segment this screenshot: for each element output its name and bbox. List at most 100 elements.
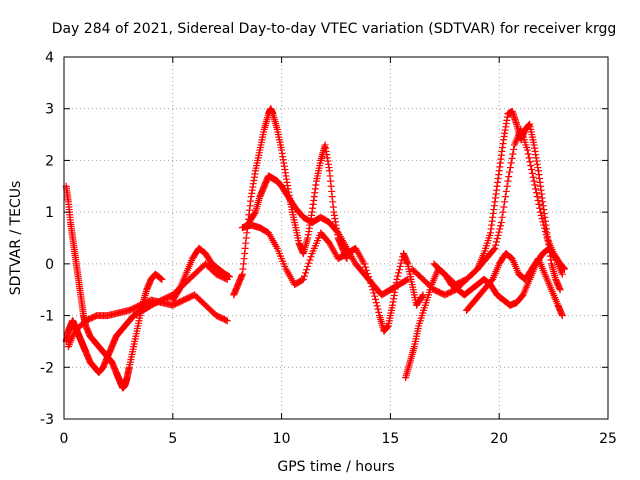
series-track-g [238, 221, 427, 335]
data-point [223, 317, 231, 325]
data-point [558, 270, 566, 278]
data-point [370, 289, 378, 297]
data-point [530, 177, 538, 185]
data-point [497, 222, 505, 230]
data-point [298, 276, 306, 284]
data-point [506, 164, 514, 172]
data-point [556, 286, 564, 294]
data-point [157, 275, 165, 283]
data-point [490, 246, 498, 254]
axis-ticks [63, 56, 609, 420]
data-point [537, 211, 545, 219]
data-point [396, 262, 404, 270]
data-point [496, 225, 504, 233]
data-point [362, 266, 370, 274]
data-point [364, 270, 372, 278]
y-tick-label: 2 [45, 153, 54, 169]
data-point [536, 204, 544, 212]
data-point [508, 154, 516, 162]
data-point [225, 273, 233, 281]
data-point [524, 150, 532, 158]
data-point [222, 316, 230, 324]
data-point [528, 169, 536, 177]
data-point [529, 173, 537, 181]
x-tick-label: 25 [599, 431, 617, 447]
x-axis-label: GPS time / hours [277, 459, 394, 475]
data-point [498, 213, 506, 221]
data-point [525, 154, 533, 162]
data-point [493, 235, 501, 243]
data-point [158, 275, 166, 283]
series-track-k [463, 250, 566, 320]
tick-labels: 0 5 10 15 20 25 -3 -2 -1 0 1 2 3 4 [40, 50, 617, 447]
y-tick-label: 0 [45, 257, 54, 273]
data-point [418, 292, 426, 300]
data-point [505, 173, 513, 181]
data-point [533, 193, 541, 201]
data-point [371, 292, 379, 300]
y-tick-label: -1 [40, 309, 54, 325]
data-point [302, 269, 310, 277]
data-point [560, 265, 568, 273]
data-point [306, 256, 314, 264]
data-point [371, 295, 379, 303]
data-point [534, 197, 542, 205]
data-point [538, 215, 546, 223]
data-point [523, 146, 531, 154]
data-point [500, 203, 508, 211]
y-tick-label: 4 [45, 50, 54, 66]
y-axis-label: SDTVAR / TECUs [8, 181, 24, 296]
series-track-c [64, 291, 231, 351]
data-point [394, 272, 402, 280]
data-point [393, 275, 401, 283]
data-point [299, 275, 307, 283]
data-point [403, 276, 411, 284]
data-point [305, 259, 313, 267]
data-point [532, 185, 540, 193]
data-point [502, 187, 510, 195]
data-point [175, 287, 183, 295]
data-point [374, 305, 382, 313]
data-point [541, 228, 549, 236]
data-point [539, 218, 547, 226]
data-point [509, 150, 517, 158]
x-tick-label: 10 [273, 431, 291, 447]
data-point [492, 238, 500, 246]
chart-title: Day 284 of 2021, Sidereal Day-to-day VTE… [52, 21, 617, 37]
data-point [495, 228, 503, 236]
data-point [251, 209, 259, 217]
data-point [531, 181, 539, 189]
data-point [156, 274, 164, 282]
data-point [365, 273, 373, 281]
data-point [527, 162, 535, 170]
data-point [491, 244, 499, 252]
series-track-b [62, 182, 166, 392]
data-point [492, 241, 500, 249]
data-point [307, 253, 315, 261]
data-point [494, 231, 502, 239]
data-point [303, 266, 311, 274]
data-point [501, 193, 509, 201]
data-point [368, 282, 376, 290]
data-point [506, 168, 514, 176]
data-point [537, 208, 545, 216]
data-point [361, 263, 369, 271]
data-point [535, 200, 543, 208]
data-point [558, 312, 566, 320]
x-tick-label: 15 [381, 431, 399, 447]
data-point [542, 231, 550, 239]
data-point [532, 189, 540, 197]
data-point [503, 182, 511, 190]
data-point [540, 221, 548, 229]
data-point [395, 269, 403, 277]
plot-frame [63, 56, 609, 420]
data-point [395, 266, 403, 274]
data-points [62, 105, 568, 392]
data-point [526, 158, 534, 166]
data-point [369, 286, 377, 294]
data-point [507, 159, 515, 167]
data-point [372, 299, 380, 307]
series-track-a [62, 260, 231, 376]
data-point [300, 272, 308, 280]
data-point [528, 165, 536, 173]
